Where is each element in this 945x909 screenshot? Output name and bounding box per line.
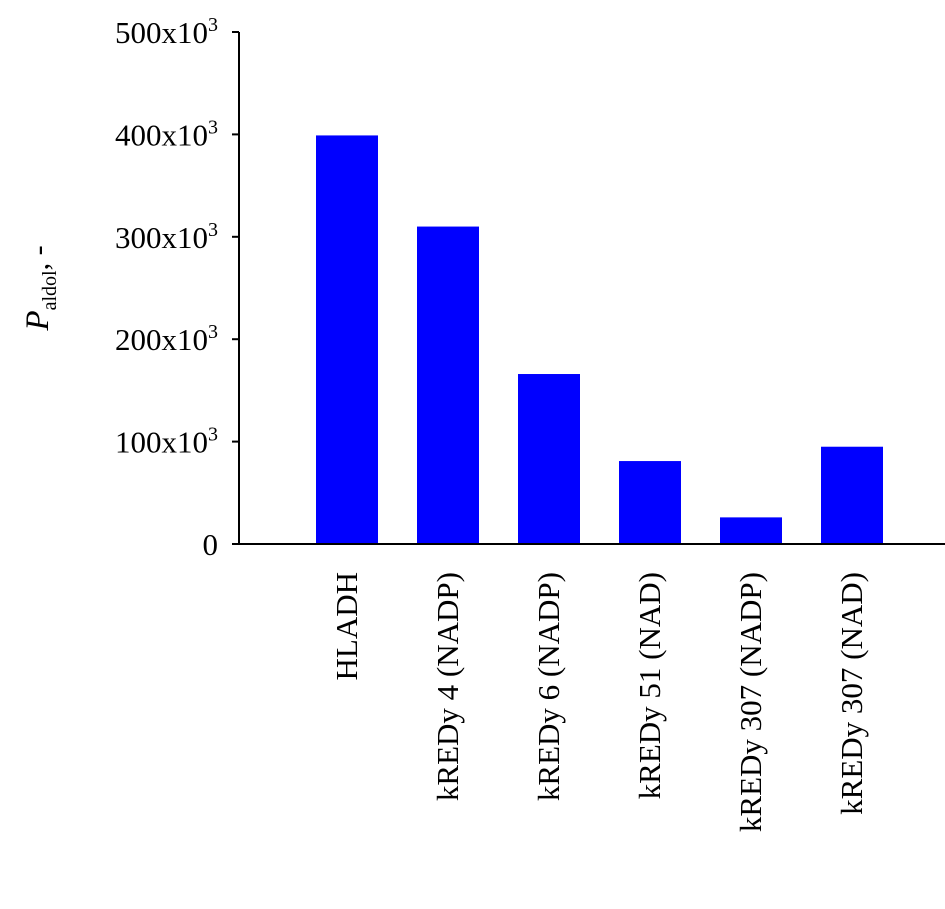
y-tick-label-3: 300x103 [115, 219, 218, 255]
y-axis-label-subscript: aldol [39, 270, 61, 310]
y-tick-label-exponent: 3 [208, 321, 218, 343]
bar-4 [720, 517, 782, 544]
y-tick-label-base: 0 [203, 527, 219, 562]
y-tick-label-2: 200x103 [115, 321, 218, 357]
y-tick-label-base: 200x10 [115, 322, 208, 357]
y-tick-label-base: 500x10 [115, 15, 208, 50]
x-tick-label-5: kREDy 307 (NAD) [834, 572, 869, 815]
bar-5 [821, 446, 883, 544]
y-tick-label-4: 400x103 [115, 116, 218, 152]
y-tick-label-exponent: 3 [208, 116, 218, 138]
x-tick-labels: HLADH kREDy 4 (NADP) kREDy 6 (NADP) kREDy 5… [329, 572, 869, 832]
y-tick-label-1: 100x103 [115, 424, 218, 460]
y-axis-label-suffix: , - [22, 245, 55, 270]
y-tick-label-0: 0 [203, 527, 219, 562]
y-tick-label-5: 500x103 [115, 14, 218, 50]
x-tick-label-1: kREDy 4 (NADP) [430, 572, 465, 801]
bar-1 [417, 226, 479, 544]
y-tick-label-base: 100x10 [115, 425, 208, 460]
x-tick-label-4: kREDy 307 (NADP) [733, 572, 768, 832]
y-axis-label: Paldol, - [20, 245, 61, 331]
y-tick-label-exponent: 3 [208, 14, 218, 36]
y-tick-label-base: 400x10 [115, 117, 208, 152]
bar-2 [518, 374, 580, 544]
bar-3 [619, 461, 681, 544]
x-tick-label-3: kREDy 51 (NAD) [632, 572, 667, 799]
y-tick-label-exponent: 3 [208, 219, 218, 241]
y-axis-label-main: P [20, 310, 56, 331]
y-tick-label-base: 300x10 [115, 220, 208, 255]
bar-0 [316, 135, 378, 544]
x-tick-label-2: kREDy 6 (NADP) [531, 572, 566, 801]
x-tick-label-0: HLADH [329, 572, 364, 681]
bars [316, 135, 883, 544]
y-tick-label-exponent: 3 [208, 424, 218, 446]
